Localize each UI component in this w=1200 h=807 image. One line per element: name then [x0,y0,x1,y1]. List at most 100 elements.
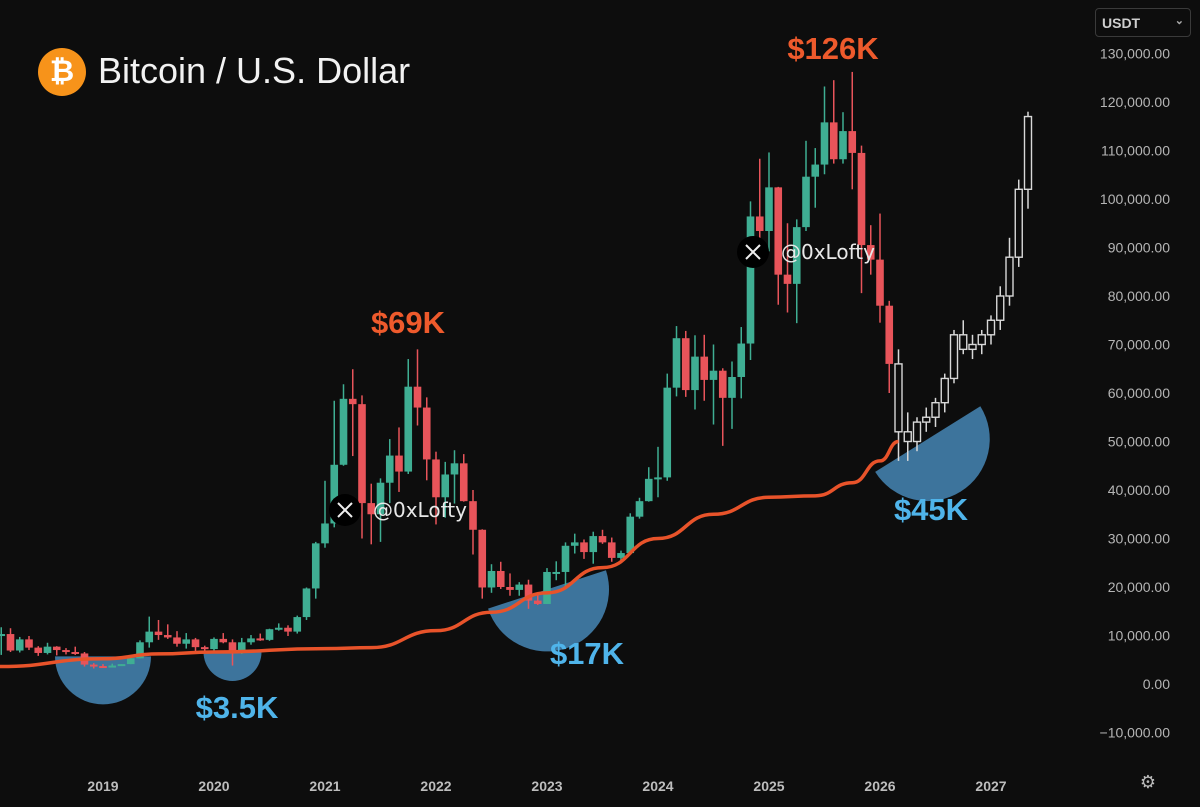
candle-body [302,588,311,618]
gear-icon[interactable]: ⚙ [1139,772,1157,792]
candle [728,361,736,429]
candle-body [543,571,551,604]
y-tick-label: 20,000.00 [1108,579,1170,595]
candle-body [265,629,274,640]
candle-body [949,334,959,380]
candle [274,623,283,631]
candle-body [885,305,894,364]
currency-select-value: USDT [1102,15,1141,31]
candle-body [182,639,191,644]
candle [284,625,292,636]
candle [626,513,635,555]
candle-body [496,570,505,587]
candle-body [570,542,579,546]
y-tick-label: 100,000.00 [1100,191,1170,207]
candle-body [922,416,931,423]
candle [404,359,413,474]
candle [774,186,783,305]
projection-candle [922,407,931,432]
candle [358,395,366,539]
candle-body [811,164,820,177]
candle [432,451,440,525]
candle [737,327,746,399]
watermark: @0xLofty [737,236,875,268]
projection-candle [959,320,968,355]
projection-candles [894,111,1033,461]
candle [99,664,107,669]
candle-body [912,421,922,443]
candle-body [256,638,265,641]
y-tick-label: 50,000.00 [1108,434,1170,450]
candle-body [126,658,135,665]
candle [848,71,857,190]
candle-body [681,338,690,391]
y-tick-label: 30,000.00 [1108,531,1170,547]
y-tick-label: 40,000.00 [1108,482,1170,498]
candle-body [191,639,200,648]
candle [487,564,496,593]
y-tick-label: −10,000.00 [1100,725,1171,741]
candle-body [691,356,699,391]
projection-candle [931,397,940,427]
candle [607,537,616,562]
annotations: $126K $69K $3.5K $17K $45K [196,31,969,725]
watermark-handle: @0xLofty [781,240,875,264]
candle [376,478,385,542]
candle [385,439,394,504]
candle [765,152,773,252]
candle-body [709,370,718,380]
candle [469,490,477,555]
candle-body [237,642,246,653]
candle-body [99,666,107,669]
candle-body [774,187,783,275]
y-axis[interactable]: 130,000.00 120,000.00 110,000.00 100,000.00… [1100,46,1171,741]
x-tick-label: 2027 [975,778,1006,794]
x-logo-glyph [337,502,353,518]
candle-body [1023,115,1033,191]
candle-body [728,376,736,398]
candle [552,561,561,581]
candle-body [506,587,514,590]
candle-body [71,651,80,654]
candle [755,158,764,246]
candle [43,642,52,655]
candle [543,568,551,604]
candle [506,573,514,596]
candle [709,344,718,425]
candle [311,541,320,599]
candle-body [857,152,866,246]
candle-body [43,646,52,653]
x-axis[interactable]: 2019 2020 2021 2022 2023 2024 2025 2026 2027 [87,778,1006,794]
candle [598,529,607,544]
candle [783,223,792,313]
projection-candle [940,373,949,413]
candle [857,145,866,294]
candle-body [607,542,616,558]
candle [746,201,755,361]
candle-body [533,600,542,604]
candle [247,635,255,645]
candle [820,86,829,175]
candle [367,483,376,545]
candle [533,594,542,605]
candle [108,663,117,668]
candle [210,637,218,651]
candle [635,497,644,519]
currency-select[interactable]: USDT ⌄ [1095,8,1191,37]
y-tick-label: 60,000.00 [1108,385,1170,401]
candle-body [977,334,986,346]
support-zone [875,406,990,502]
candle [6,628,15,652]
y-tick-label: 80,000.00 [1108,288,1170,304]
candle [829,80,838,164]
candle-body [765,187,773,232]
x-tick-label: 2026 [864,778,895,794]
x-tick-label: 2021 [309,778,340,794]
watermark-handle: @0xLofty [373,498,467,522]
watermark: @0xLofty [329,494,467,526]
y-tick-label: 0.00 [1143,676,1170,692]
y-tick-label: 90,000.00 [1108,240,1170,256]
x-tick-label: 2019 [87,778,118,794]
candle-body [422,407,431,460]
candle-body [755,216,764,232]
